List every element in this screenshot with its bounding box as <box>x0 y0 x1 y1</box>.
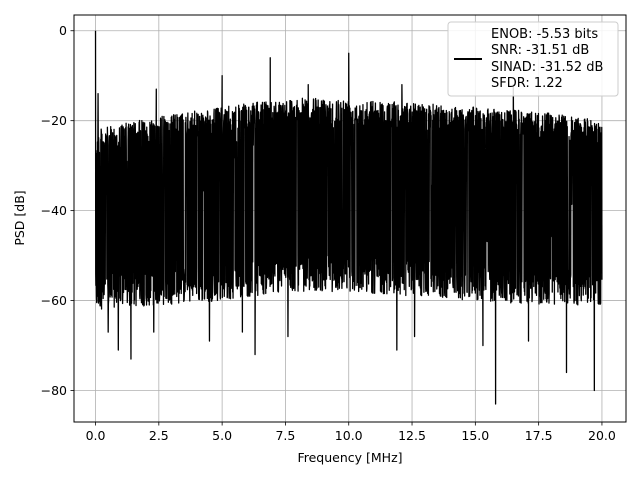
y-tick-label: 0 <box>59 23 67 38</box>
y-tick-label: −60 <box>41 293 67 308</box>
x-tick-label: 20.0 <box>588 428 616 443</box>
legend-box <box>447 21 619 97</box>
x-tick-label: 10.0 <box>335 428 363 443</box>
legend-sfdr: SFDR: 1.22 <box>491 76 563 91</box>
x-tick-label: 15.0 <box>461 428 489 443</box>
x-tick-label: 5.0 <box>212 428 232 443</box>
x-axis-label: Frequency [MHz] <box>297 450 402 465</box>
axis-ticks: 0.0 2.5 5.0 7.5 10.0 12.5 15.0 17.5 20.0 0 −20 −40 −… <box>41 23 616 443</box>
psd-series-line <box>94 30 603 405</box>
x-tick-label: 2.5 <box>149 428 169 443</box>
x-tick-label: 17.5 <box>525 428 553 443</box>
legend-enob: ENOB: -5.53 bits <box>491 27 598 42</box>
legend-sinad: SINAD: -31.52 dB <box>491 60 603 75</box>
axes-frame <box>73 14 627 423</box>
x-tick-label: 12.5 <box>398 428 426 443</box>
legend: ENOB: -5.53 bits SNR: -31.51 dB SINAD: -… <box>447 21 619 97</box>
y-tick-label: −20 <box>41 113 67 128</box>
x-tick-label: 7.5 <box>275 428 295 443</box>
y-tick-label: −40 <box>41 203 67 218</box>
x-tick-label: 0.0 <box>86 428 106 443</box>
y-tick-label: −80 <box>41 383 67 398</box>
y-axis-label: PSD [dB] <box>12 190 27 245</box>
legend-snr: SNR: -31.51 dB <box>491 43 589 58</box>
psd-trace <box>94 30 603 405</box>
